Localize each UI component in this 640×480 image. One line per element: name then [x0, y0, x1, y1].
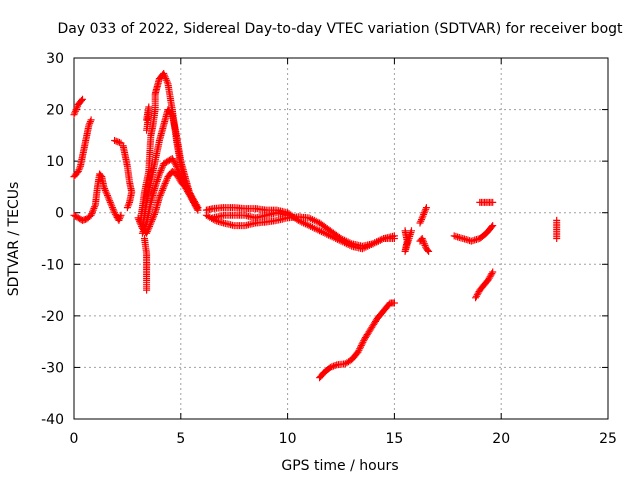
series-marker-path: [476, 198, 497, 206]
x-tick-label: 10: [279, 431, 297, 447]
series-s4: [119, 142, 136, 212]
series-marker-path: [401, 227, 415, 255]
series-marker-path: [143, 103, 153, 134]
series-marker-path: [553, 216, 561, 242]
series-s3: [70, 95, 86, 119]
y-tick-label: -40: [41, 412, 64, 428]
series-marker-path: [416, 235, 433, 255]
series-s11: [143, 103, 153, 134]
series-marker-path: [70, 95, 86, 119]
series-s1: [70, 170, 125, 224]
series-marker-path: [111, 137, 125, 147]
data-points: [70, 70, 561, 382]
series-s9: [134, 168, 202, 237]
series-s19: [450, 222, 497, 245]
series-s5: [111, 137, 125, 147]
series-s18: [416, 235, 433, 255]
y-tick-label: 10: [46, 154, 64, 170]
series-s14: [209, 209, 292, 222]
gridlines: [74, 58, 608, 419]
series-s2: [70, 116, 95, 181]
y-tick-label: 0: [55, 206, 64, 222]
x-tick-label: 5: [176, 431, 185, 447]
x-axis-label: GPS time / hours: [281, 458, 398, 474]
series-s10: [141, 235, 151, 294]
y-tick-label: -20: [41, 309, 64, 325]
series-s20: [472, 268, 497, 302]
y-tick-label: 20: [46, 103, 64, 119]
chart-title: Day 033 of 2022, Sidereal Day-to-day VTE…: [57, 21, 623, 37]
series-marker-path: [134, 168, 202, 237]
series-marker-path: [416, 204, 430, 227]
series-marker-path: [450, 222, 497, 245]
series-marker-path: [141, 235, 151, 294]
series-marker-path: [209, 209, 292, 222]
x-tick-label: 25: [599, 431, 617, 447]
series-marker-path: [119, 142, 136, 212]
x-tick-label: 15: [385, 431, 403, 447]
series-s21: [476, 198, 497, 206]
plot-frame: [73, 57, 609, 420]
y-axis-label: SDTVAR / TECUs: [6, 182, 22, 297]
series-s15: [316, 299, 398, 382]
x-tick-label: 0: [70, 431, 79, 447]
series-marker-path: [472, 268, 497, 302]
y-tick-label: -10: [41, 257, 64, 273]
series-s22: [553, 216, 561, 242]
series-marker-path: [70, 170, 125, 224]
series-s16: [401, 227, 415, 255]
series-s17: [416, 204, 430, 227]
series-marker-path: [316, 299, 398, 382]
axis-ticks: 0 5 10 15 20 25 30 20 10 0 -10 -20 -30 -40: [41, 51, 617, 447]
series-marker-path: [70, 116, 95, 181]
y-tick-label: 30: [46, 51, 64, 67]
x-tick-label: 20: [492, 431, 510, 447]
y-tick-label: -30: [41, 360, 64, 376]
